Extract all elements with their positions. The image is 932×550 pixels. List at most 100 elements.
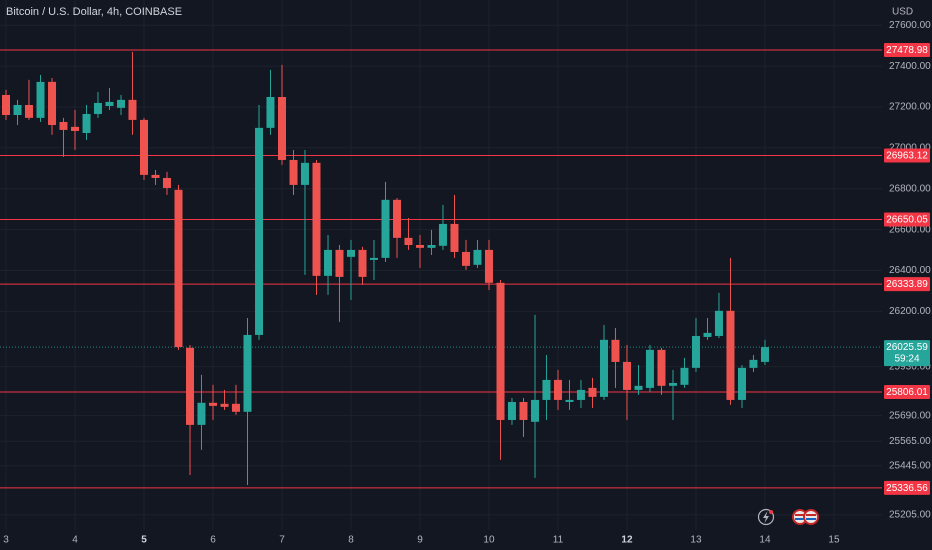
flag-stripe: [795, 514, 805, 516]
event-icons[interactable]: [792, 509, 819, 525]
icon-ring: [757, 508, 775, 526]
x-tick-label: 11: [553, 535, 564, 546]
x-tick-label: 13: [690, 535, 702, 546]
candle-body: [82, 113, 91, 133]
candle-body: [324, 249, 333, 276]
x-tick-label: 7: [279, 535, 285, 546]
candle-body: [381, 199, 390, 258]
level-label-box: [884, 277, 930, 292]
candle-body: [507, 401, 516, 420]
candle-body: [93, 102, 102, 114]
chart-title: Bitcoin / U.S. Dollar, 4h, COINBASE: [6, 6, 182, 18]
x-tick-label: 3: [3, 535, 9, 546]
candle-body: [519, 401, 528, 420]
candle-body: [484, 249, 493, 283]
candle-body: [220, 403, 229, 407]
candle-body: [634, 385, 643, 390]
candle-body: [427, 244, 436, 248]
y-tick-label: 25565.00: [889, 436, 931, 447]
candle-body: [404, 237, 413, 245]
alert-icon[interactable]: [757, 508, 775, 526]
y-tick-label: 26600.00: [889, 224, 931, 235]
icon-bolt: [763, 511, 769, 523]
candle-body: [2, 94, 11, 115]
candle-body: [565, 399, 574, 402]
candle-body: [277, 97, 286, 160]
candle-body: [335, 249, 344, 277]
x-tick-label: 8: [348, 535, 354, 546]
candle-body: [48, 81, 57, 126]
candle-body: [393, 199, 402, 238]
candle-body: [622, 361, 631, 390]
candle-body: [438, 223, 447, 246]
candles: [2, 51, 769, 485]
candle-body: [266, 97, 275, 128]
y-tick-label: 27600.00: [889, 20, 931, 31]
candle-body: [208, 402, 217, 406]
y-tick-label: 25445.00: [889, 460, 931, 471]
x-tick-label: 15: [828, 535, 840, 546]
x-tick-label: 5: [141, 535, 147, 546]
candle-body: [197, 402, 206, 425]
flag-stripe: [806, 514, 816, 516]
currency: USD: [892, 7, 913, 18]
candle-body: [151, 174, 160, 178]
candle-body: [346, 249, 355, 257]
candle-body: [174, 189, 183, 347]
level-label: 26650.05: [886, 215, 928, 226]
level-label: 25336.56: [886, 483, 928, 494]
candle-body: [186, 347, 195, 425]
candle-body: [59, 121, 68, 130]
candle-body: [531, 399, 540, 422]
candle-body: [588, 387, 597, 397]
y-tick-label: 26800.00: [889, 183, 931, 194]
candle-body: [450, 223, 459, 252]
candle-body: [542, 379, 551, 400]
level-label: 27478.98: [886, 45, 928, 56]
level-label: 26333.89: [886, 279, 928, 290]
candle-body: [714, 310, 723, 336]
candle-body: [691, 335, 700, 368]
candle-body: [24, 104, 33, 118]
level-label-box: [884, 384, 930, 399]
x-tick-label: 6: [210, 535, 216, 546]
levels: [0, 49, 882, 489]
y-tick-label: 26400.00: [889, 265, 931, 276]
level-label-box: [884, 480, 930, 495]
candle-body: [611, 339, 620, 362]
candle-body: [289, 159, 298, 185]
candle-body: [726, 310, 735, 400]
candle-body: [13, 104, 22, 115]
x-tick-label: 4: [72, 535, 78, 546]
y-tick-label: 27400.00: [889, 61, 931, 72]
price-label: 26025.59: [886, 342, 928, 353]
flag-stripe: [795, 518, 805, 520]
candle-body: [128, 99, 137, 120]
level-label-box: [884, 212, 930, 227]
flag-stripe: [806, 518, 816, 520]
candle-body: [462, 251, 471, 266]
price-label-box: [884, 340, 930, 367]
candle-body: [255, 127, 264, 335]
candle-body: [71, 126, 80, 131]
level-label: 26963.12: [886, 151, 928, 162]
level-label: 25806.01: [886, 387, 928, 398]
candle-body: [576, 389, 585, 400]
candle-body: [496, 282, 505, 420]
grid: [0, 0, 882, 530]
candle-body: [738, 367, 747, 400]
y-tick-label: 25205.00: [889, 509, 931, 520]
candle-body: [36, 81, 45, 118]
candle-body: [243, 334, 252, 412]
labels: 27600.00 27400.00 27200.00 27000.00 26800.00…: [3, 20, 931, 546]
candle-body: [231, 403, 240, 412]
candle-body: [669, 382, 678, 386]
y-tick-label: 25690.00: [889, 410, 931, 421]
candle-body: [162, 177, 171, 188]
x-tick-label: 10: [483, 535, 495, 546]
y-tick-label: 25930.00: [889, 361, 931, 372]
level-label-box: [884, 148, 930, 163]
candle-body: [600, 339, 609, 397]
